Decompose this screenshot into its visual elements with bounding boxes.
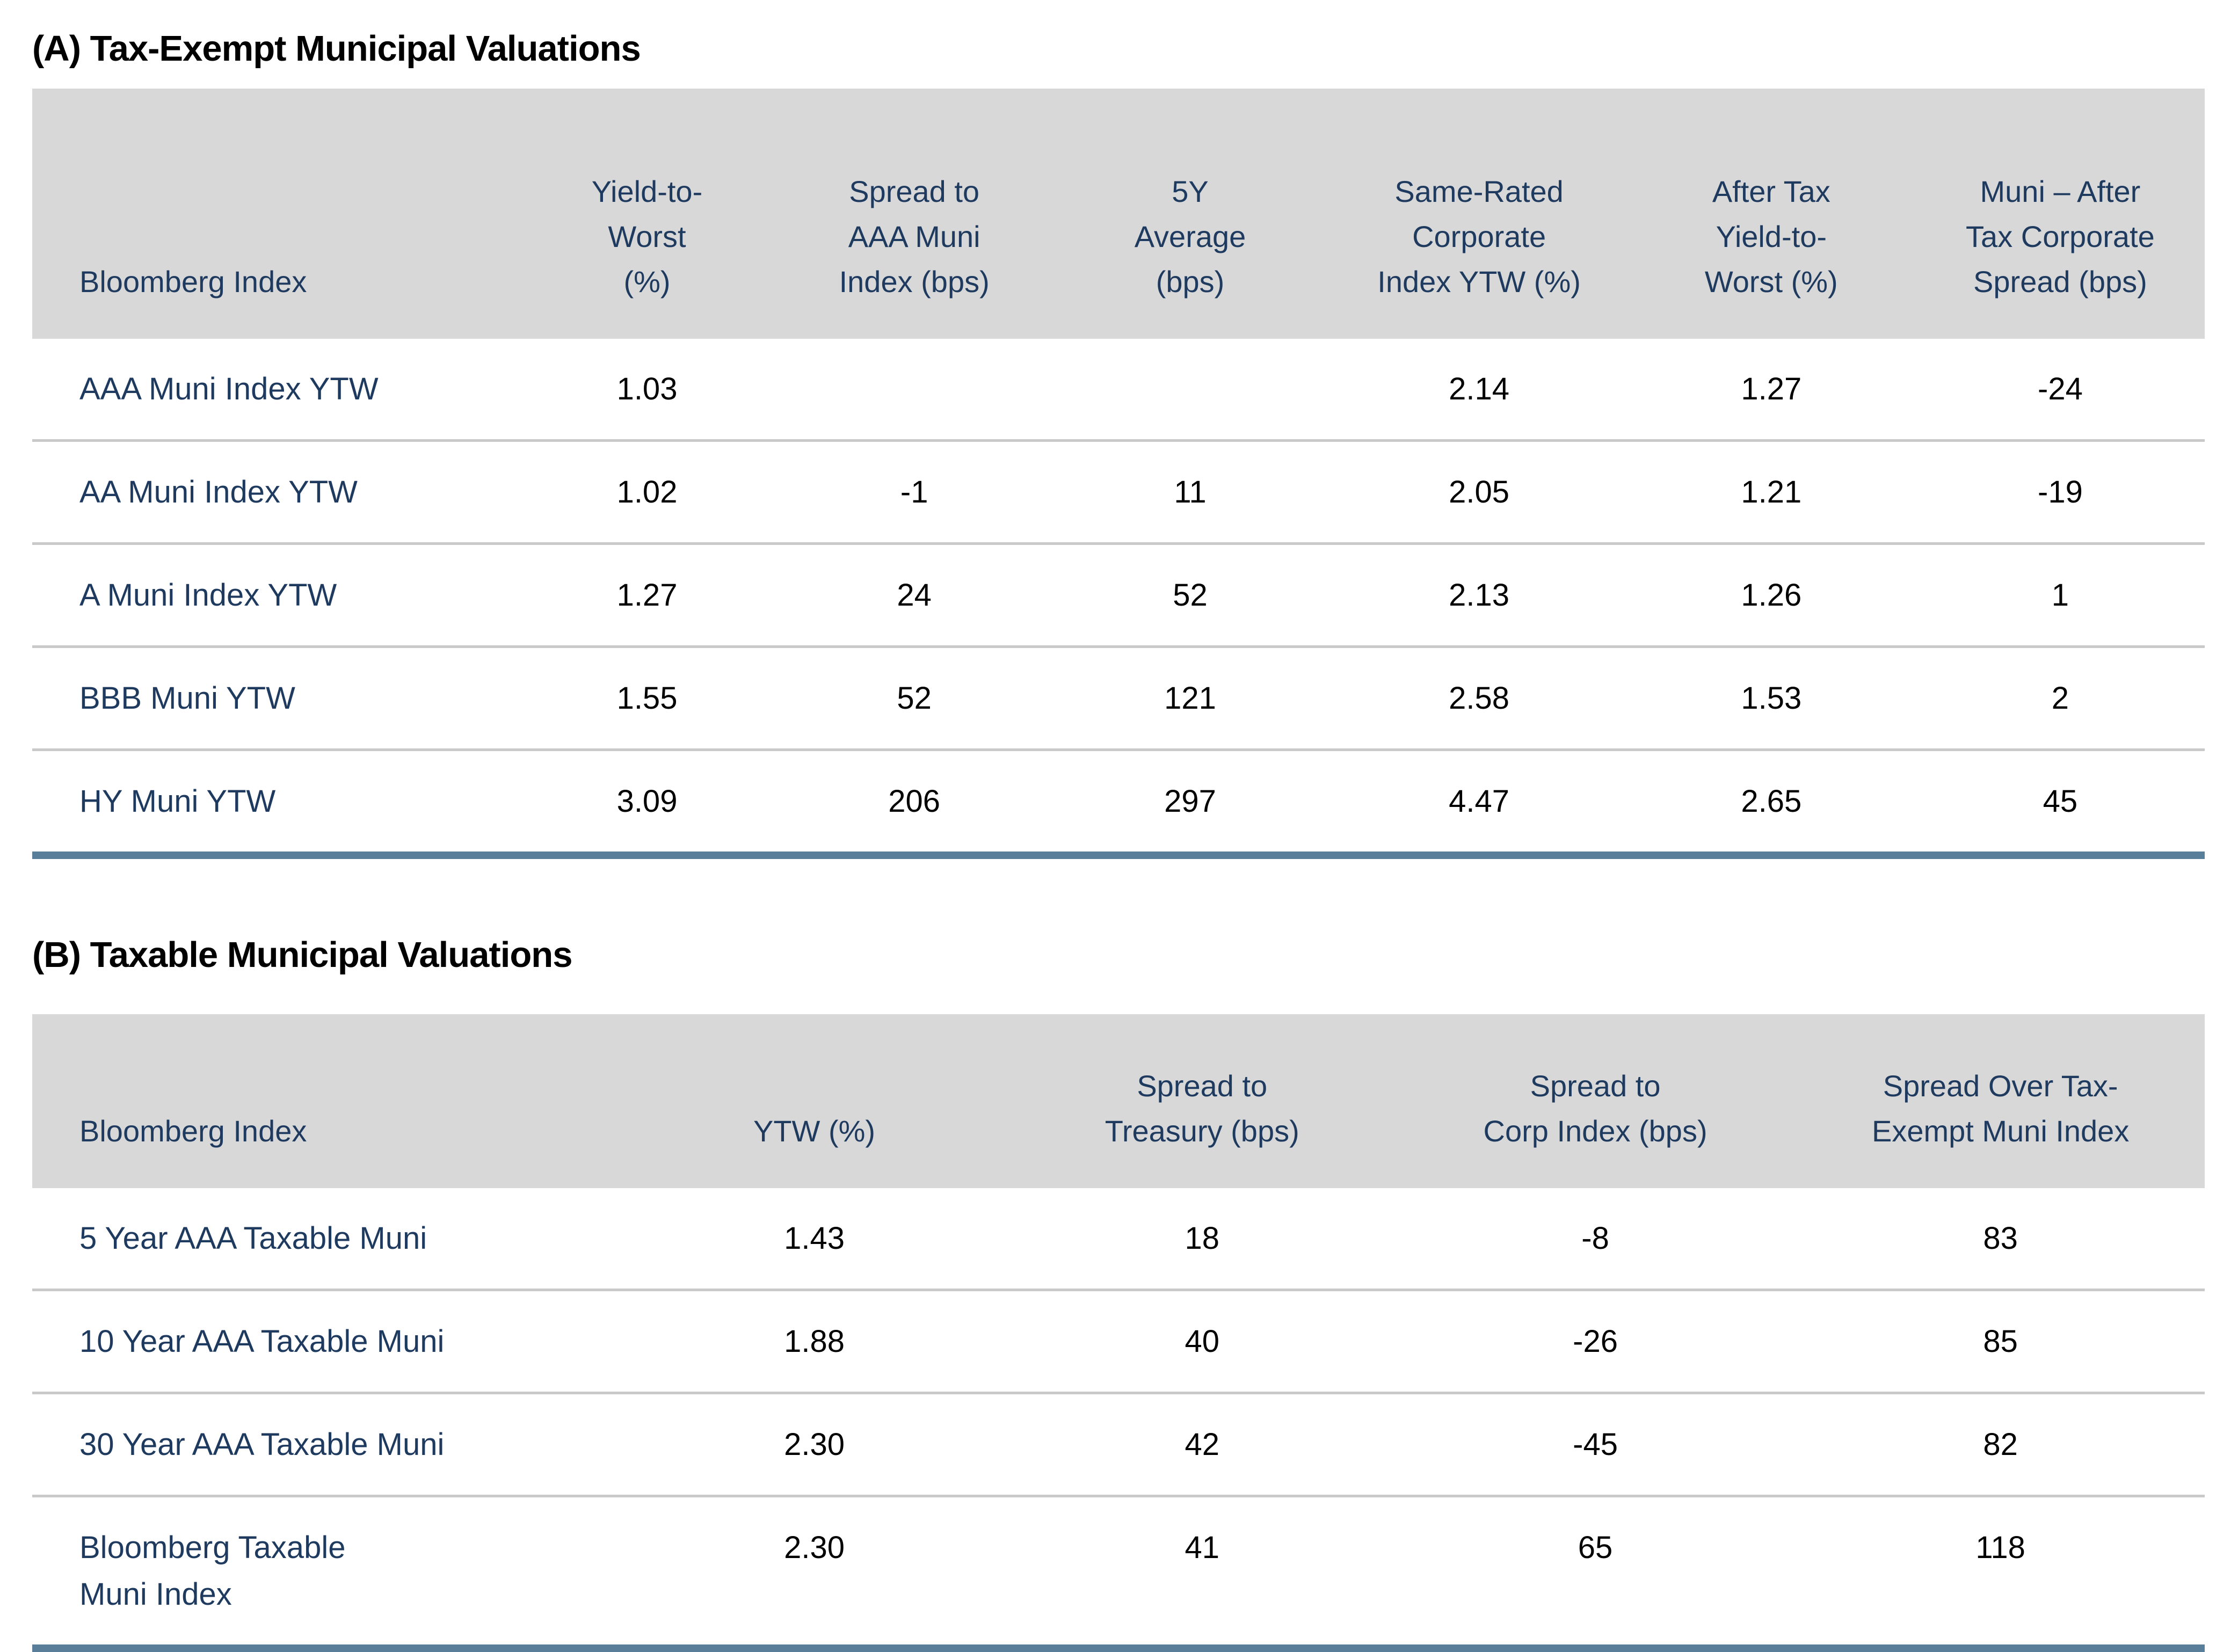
cell-value: 52 <box>1049 543 1332 648</box>
table-row: 10 Year AAA Taxable Muni 1.88 40 -26 85 <box>32 1290 2205 1394</box>
table-row: BBB Muni YTW 1.55 52 121 2.58 1.53 2 <box>32 646 2205 751</box>
cell-value: 1.55 <box>514 646 780 751</box>
cell-value: -24 <box>1915 339 2205 442</box>
table-a-header-row: Bloomberg Index Yield-to- Worst (%) Spre… <box>32 89 2205 339</box>
cell-value: 297 <box>1164 784 1216 819</box>
table-b-title: (B) Taxable Municipal Valuations <box>32 935 572 975</box>
cell-value: 40 <box>1009 1290 1394 1394</box>
cell-value: 1.21 <box>1626 440 1916 545</box>
cell-value: 1.43 <box>619 1188 1010 1291</box>
row-label: AA Muni Index YTW <box>32 440 515 545</box>
cell-value: 2 <box>1915 646 2205 751</box>
cell-value: 65 <box>1578 1530 1613 1565</box>
cell-value: 2.05 <box>1331 440 1627 545</box>
cell-value: 45 <box>2043 784 2078 819</box>
col-header-same-rated-corporate-ytw: Same-Rated Corporate Index YTW (%) <box>1331 89 1627 339</box>
tax-exempt-valuations-table: Bloomberg Index Yield-to- Worst (%) Spre… <box>32 89 2205 859</box>
cell-value: 121 <box>1049 646 1332 751</box>
col-header-bloomberg-index: Bloomberg Index <box>32 89 515 339</box>
row-label: A Muni Index YTW <box>32 543 515 648</box>
cell-value: 2.13 <box>1331 543 1627 648</box>
cell-value: -19 <box>1915 440 2205 545</box>
cell-value: 1.88 <box>619 1290 1010 1394</box>
row-label: BBB Muni YTW <box>32 646 515 751</box>
cell-value: 2.30 <box>619 1393 1010 1497</box>
col-header-spread-over-tax-exempt: Spread Over Tax- Exempt Muni Index <box>1796 1014 2205 1188</box>
table-b-header-row: Bloomberg Index YTW (%) Spread to Treasu… <box>32 1014 2205 1188</box>
row-label: HY Muni YTW <box>79 784 276 819</box>
cell-value: -45 <box>1394 1393 1797 1497</box>
table-row: A Muni Index YTW 1.27 24 52 2.13 1.26 1 <box>32 543 2205 648</box>
cell-value: 42 <box>1009 1393 1394 1497</box>
cell-value: 83 <box>1796 1188 2205 1291</box>
row-label: Bloomberg Taxable Muni Index <box>79 1530 346 1612</box>
col-header-spread-to-corp-index: Spread to Corp Index (bps) <box>1394 1014 1797 1188</box>
cell-value: 52 <box>779 646 1049 751</box>
col-header-spread-to-treasury: Spread to Treasury (bps) <box>1009 1014 1394 1188</box>
col-header-5y-average: 5Y Average (bps) <box>1049 89 1332 339</box>
cell-value: 1.53 <box>1626 646 1916 751</box>
table-row: AAA Muni Index YTW 1.03 2.14 1.27 -24 <box>32 339 2205 442</box>
cell-value: 24 <box>779 543 1049 648</box>
col-header-spread-to-aaa-muni: Spread to AAA Muni Index (bps) <box>779 89 1049 339</box>
cell-value: 3.09 <box>616 784 678 819</box>
cell-value: 2.65 <box>1741 784 1802 819</box>
cell-value: 11 <box>1049 440 1332 545</box>
cell-value: 2.14 <box>1331 339 1627 442</box>
cell-value: 1.27 <box>514 543 780 648</box>
cell-value: 85 <box>1796 1290 2205 1394</box>
col-header-after-tax-ytw: After Tax Yield-to- Worst (%) <box>1626 89 1916 339</box>
col-header-bloomberg-index: Bloomberg Index <box>32 1014 619 1188</box>
cell-value: 1.03 <box>514 339 780 442</box>
col-header-ytw: YTW (%) <box>619 1014 1010 1188</box>
cell-value: 18 <box>1009 1188 1394 1291</box>
row-label: 5 Year AAA Taxable Muni <box>32 1188 619 1291</box>
col-header-muni-after-tax-corp-spread: Muni – After Tax Corporate Spread (bps) <box>1915 89 2205 339</box>
cell-value: -26 <box>1394 1290 1797 1394</box>
cell-value: 2.30 <box>784 1530 845 1565</box>
cell-value: 1.27 <box>1626 339 1916 442</box>
table-row: HY Muni YTW 3.09 206 297 4.47 2.65 45 <box>32 750 2205 856</box>
cell-value: -8 <box>1394 1188 1797 1291</box>
col-header-yield-to-worst: Yield-to- Worst (%) <box>514 89 780 339</box>
table-row: AA Muni Index YTW 1.02 -1 11 2.05 1.21 -… <box>32 440 2205 545</box>
cell-value: 118 <box>1975 1530 2025 1565</box>
cell-value: 1.02 <box>514 440 780 545</box>
table-row: 5 Year AAA Taxable Muni 1.43 18 -8 83 <box>32 1188 2205 1291</box>
cell-value: 1 <box>1915 543 2205 648</box>
cell-value: 82 <box>1796 1393 2205 1497</box>
cell-value: 1.26 <box>1626 543 1916 648</box>
cell-value: -1 <box>779 440 1049 545</box>
cell-value <box>1049 339 1332 442</box>
row-label: 30 Year AAA Taxable Muni <box>32 1393 619 1497</box>
table-a-title: (A) Tax-Exempt Municipal Valuations <box>32 28 641 69</box>
cell-value: 2.58 <box>1331 646 1627 751</box>
cell-value: 4.47 <box>1449 784 1510 819</box>
cell-value <box>779 339 1049 442</box>
taxable-valuations-table: Bloomberg Index YTW (%) Spread to Treasu… <box>32 1014 2205 1652</box>
table-row: 30 Year AAA Taxable Muni 2.30 42 -45 82 <box>32 1393 2205 1497</box>
cell-value: 41 <box>1185 1530 1219 1565</box>
row-label: 10 Year AAA Taxable Muni <box>32 1290 619 1394</box>
cell-value: 206 <box>888 784 941 819</box>
table-row: Bloomberg Taxable Muni Index 2.30 41 65 … <box>32 1496 2205 1649</box>
row-label: AAA Muni Index YTW <box>32 339 515 442</box>
